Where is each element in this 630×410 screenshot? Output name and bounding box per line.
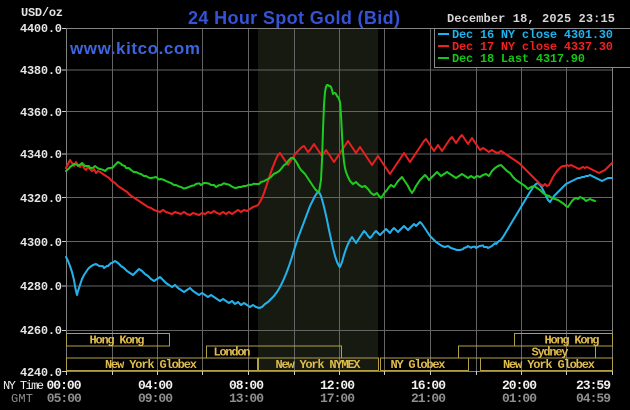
svg-text:Hong Kong: Hong Kong: [90, 333, 145, 347]
svg-text:4240.0: 4240.0: [20, 366, 62, 380]
svg-text:4400.0: 4400.0: [20, 22, 62, 36]
svg-text:08:00: 08:00: [229, 378, 264, 393]
svg-text:December 18, 2025 23:15: December 18, 2025 23:15: [447, 12, 615, 26]
svg-text:Dec 18 Last 4317.90: Dec 18 Last 4317.90: [452, 52, 585, 66]
svg-text:Sydney: Sydney: [532, 346, 569, 360]
svg-text:4300.0: 4300.0: [20, 236, 62, 250]
svg-text:4380.0: 4380.0: [20, 64, 62, 78]
svg-text:New York Globex: New York Globex: [105, 358, 197, 372]
svg-text:GMT: GMT: [11, 392, 33, 406]
svg-text:New York NYMEX: New York NYMEX: [276, 358, 362, 372]
svg-text:4280.0: 4280.0: [20, 280, 62, 294]
svg-text:04:59: 04:59: [576, 391, 611, 406]
svg-text:13:00: 13:00: [229, 391, 264, 406]
svg-text:12:00: 12:00: [320, 378, 355, 393]
svg-text:4260.0: 4260.0: [20, 324, 62, 338]
svg-text:Dec 17 NY close 4337.30: Dec 17 NY close 4337.30: [452, 40, 613, 54]
svg-text:05:00: 05:00: [47, 391, 82, 406]
svg-text:20:00: 20:00: [502, 378, 537, 393]
svg-text:24 Hour Spot Gold (Bid): 24 Hour Spot Gold (Bid): [188, 8, 400, 28]
svg-text:NY Time: NY Time: [3, 379, 44, 393]
svg-text:09:00: 09:00: [138, 391, 173, 406]
svg-text:17:00: 17:00: [320, 391, 355, 406]
svg-text:00:00: 00:00: [47, 378, 82, 393]
svg-text:USD/oz: USD/oz: [21, 6, 63, 20]
svg-text:New York Globex: New York Globex: [503, 358, 595, 372]
svg-text:London: London: [214, 346, 251, 360]
svg-text:4360.0: 4360.0: [20, 106, 62, 120]
svg-text:Dec 16 NY close 4301.30: Dec 16 NY close 4301.30: [452, 28, 613, 42]
svg-text:04:00: 04:00: [138, 378, 173, 393]
svg-text:01:00: 01:00: [502, 391, 537, 406]
svg-text:16:00: 16:00: [411, 378, 446, 393]
svg-text:4320.0: 4320.0: [20, 192, 62, 206]
svg-text:NY Globex: NY Globex: [391, 358, 446, 372]
svg-text:23:59: 23:59: [576, 378, 611, 393]
svg-text:Hong Kong: Hong Kong: [545, 333, 600, 347]
svg-text:21:00: 21:00: [411, 391, 446, 406]
svg-text:www.kitco.com: www.kitco.com: [69, 39, 200, 58]
svg-text:4340.0: 4340.0: [20, 148, 62, 162]
